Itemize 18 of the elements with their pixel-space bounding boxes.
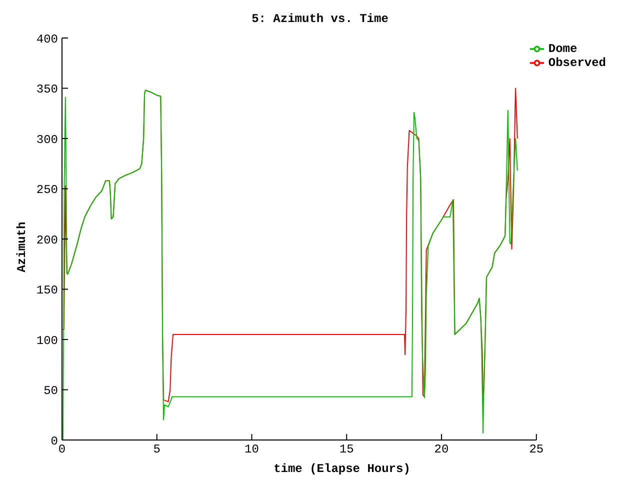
x-tick-label: 5: [153, 442, 160, 457]
y-tick-label: 100: [36, 334, 58, 348]
y-tick-label: 350: [36, 82, 58, 97]
legend-label: Dome: [548, 42, 578, 56]
y-axis-title: Azimuth: [15, 220, 29, 274]
legend-label: Observed: [548, 56, 606, 70]
x-tick-label: 10: [244, 442, 259, 457]
y-tick-label: 150: [36, 284, 58, 298]
y-tick-label: 250: [36, 183, 58, 198]
y-tick-label: 400: [36, 32, 58, 46]
y-tick-label: 50: [44, 384, 58, 398]
x-tick-label: 15: [339, 442, 354, 457]
y-tick-label: 200: [36, 233, 58, 248]
x-tick-label: 20: [434, 442, 449, 457]
y-tick-label: 300: [36, 132, 58, 147]
chart-title: 5: Azimuth vs. Time: [250, 12, 390, 26]
x-tick-label: 25: [529, 442, 544, 457]
x-axis-title: time (Elapse Hours): [272, 462, 412, 476]
